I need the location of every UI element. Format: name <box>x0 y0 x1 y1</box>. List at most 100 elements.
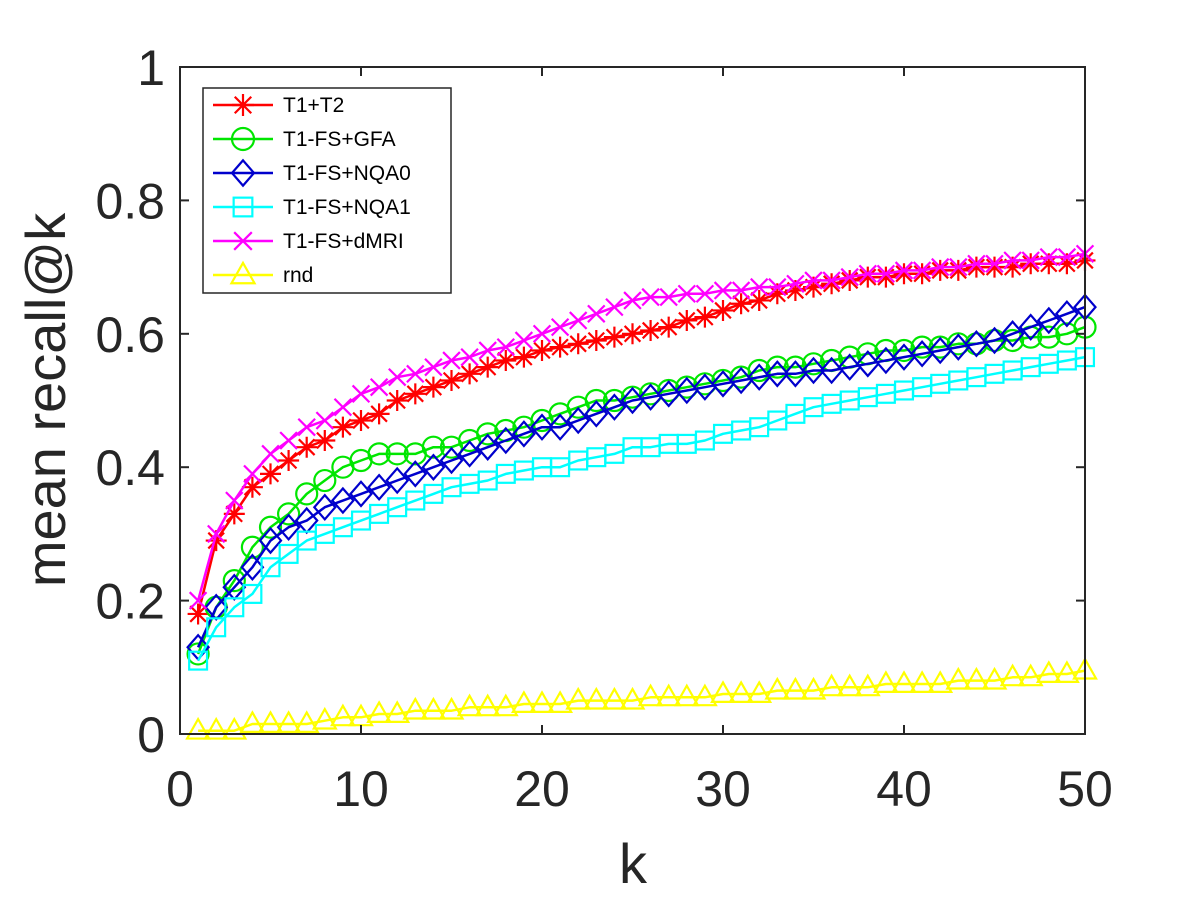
data-point <box>223 503 245 525</box>
data-point <box>258 526 283 555</box>
x-tick-label: 50 <box>1057 761 1113 817</box>
data-point <box>945 666 972 690</box>
data-point <box>746 680 773 703</box>
data-point <box>403 460 428 488</box>
data-point <box>187 603 209 625</box>
data-point <box>456 693 483 717</box>
x-tick-label: 0 <box>166 761 194 817</box>
data-point <box>476 422 500 446</box>
data-point <box>368 403 390 425</box>
data-point <box>1054 300 1079 328</box>
series-T1+T2 <box>187 249 1096 625</box>
data-point <box>1037 325 1061 349</box>
data-point <box>854 673 881 697</box>
legend-item: T1-FS+dMRI <box>213 230 404 253</box>
data-point <box>514 331 534 350</box>
data-point <box>821 273 843 295</box>
data-point <box>786 274 805 293</box>
axes-box <box>179 66 1086 735</box>
data-point <box>603 326 625 348</box>
data-point <box>657 378 681 403</box>
data-point <box>529 690 555 713</box>
data-point <box>676 309 698 331</box>
data-point <box>474 693 501 717</box>
data-point <box>782 676 809 700</box>
data-point <box>875 266 897 288</box>
y-tick-label: 0.6 <box>95 307 165 363</box>
data-point <box>731 281 751 300</box>
legend-item: T1-FS+NQA1 <box>213 196 411 219</box>
y-axis-label: mean recall@k <box>14 212 77 587</box>
data-point <box>985 254 1004 273</box>
legend-label: T1-FS+GFA <box>283 128 396 151</box>
data-point <box>909 670 936 693</box>
data-point <box>766 283 788 305</box>
data-point <box>764 676 791 700</box>
data-point <box>893 263 915 285</box>
data-point <box>240 535 264 559</box>
data-point <box>275 710 302 733</box>
data-point <box>622 323 643 345</box>
data-point <box>623 291 642 310</box>
data-point <box>619 686 646 710</box>
data-point <box>1003 251 1022 270</box>
tick-layer: 0 10 20 30 40 50 0 0.2 0.4 0.6 0.8 1 <box>95 40 1112 817</box>
data-point <box>260 557 281 578</box>
data-point <box>207 524 226 544</box>
data-point <box>351 384 371 404</box>
data-point <box>260 463 281 485</box>
data-point <box>457 440 482 468</box>
data-point <box>1021 251 1040 270</box>
data-point <box>422 376 444 398</box>
data-point <box>402 696 429 720</box>
data-point <box>241 476 263 498</box>
data-point <box>584 400 609 428</box>
data-point <box>677 284 696 303</box>
data-point <box>711 368 735 393</box>
data-point <box>460 347 479 367</box>
data-point <box>587 304 606 323</box>
y-tick-label: 0 <box>137 707 165 763</box>
data-point <box>442 351 461 370</box>
data-point <box>728 680 755 703</box>
data-point <box>388 367 407 387</box>
legend-box <box>202 87 452 294</box>
data-point <box>547 690 574 713</box>
data-point <box>750 277 769 297</box>
data-point <box>385 442 409 466</box>
legend-marker <box>232 196 254 218</box>
data-point <box>311 706 338 730</box>
data-point <box>605 297 624 317</box>
data-point <box>894 261 914 280</box>
data-point <box>406 364 425 383</box>
data-point <box>1018 313 1043 341</box>
data-point <box>765 355 789 379</box>
data-point <box>713 281 733 300</box>
data-point <box>477 356 499 378</box>
data-point <box>421 435 445 459</box>
data-point <box>982 326 1007 355</box>
data-point <box>1038 253 1060 275</box>
y-tick-label: 0.8 <box>95 173 165 229</box>
data-point <box>330 486 355 515</box>
data-point <box>584 388 608 413</box>
legend-marker <box>230 158 256 188</box>
data-point <box>385 466 410 495</box>
data-point <box>493 426 518 455</box>
data-point <box>258 515 283 539</box>
data-point <box>1017 663 1044 687</box>
data-point <box>927 670 954 693</box>
data-point <box>188 650 209 671</box>
data-point <box>424 357 443 377</box>
data-point <box>1000 328 1025 353</box>
data-point <box>369 377 389 397</box>
data-point <box>261 444 280 464</box>
data-point <box>691 683 718 707</box>
data-point <box>239 710 266 733</box>
legend-label: rnd <box>283 264 313 287</box>
data-point <box>804 271 823 290</box>
data-point <box>712 299 734 321</box>
data-point <box>947 259 969 281</box>
data-point <box>293 710 320 733</box>
data-point <box>367 473 392 501</box>
